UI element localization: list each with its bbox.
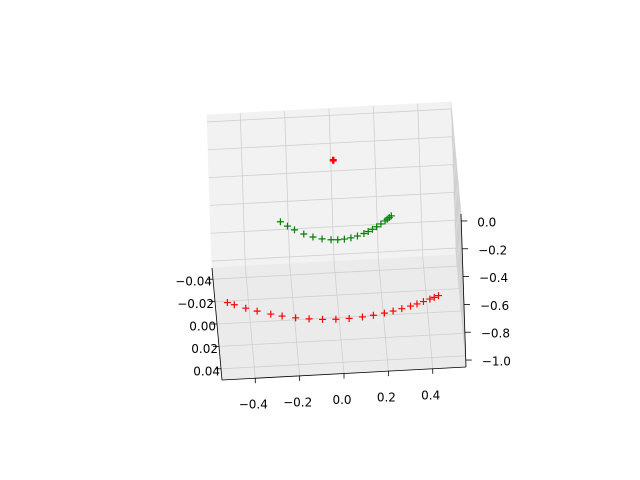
marker — [430, 293, 438, 301]
marker — [291, 226, 299, 234]
grid-line — [239, 113, 246, 267]
marker — [278, 312, 286, 320]
grid-line — [212, 265, 458, 280]
grid-line — [214, 288, 460, 302]
marker — [345, 314, 353, 322]
grid-line — [453, 135, 460, 289]
marker — [435, 292, 443, 300]
grid-line — [417, 103, 424, 257]
marker — [327, 236, 335, 244]
y-tick-label: 0.04 — [193, 364, 220, 378]
grid-line — [455, 157, 462, 312]
grid-line — [452, 164, 464, 277]
y-tick-label: 0.02 — [191, 342, 218, 356]
grid-line — [216, 310, 462, 325]
grid-line — [372, 106, 379, 260]
marker — [329, 156, 337, 164]
marker — [292, 314, 300, 322]
marker — [419, 298, 427, 306]
marker — [406, 302, 414, 310]
y-tick-label: −0.02 — [177, 297, 214, 311]
grid-line — [328, 108, 335, 262]
grid-line — [209, 192, 454, 206]
grid-line — [209, 164, 454, 178]
marker — [319, 315, 327, 323]
marker — [398, 305, 406, 313]
grid-line — [210, 219, 455, 234]
x-tick-label: 0.0 — [332, 393, 351, 407]
x-tick-label: 0.4 — [421, 388, 440, 402]
marker — [309, 233, 317, 241]
marker — [358, 313, 366, 321]
marker — [364, 227, 372, 235]
marker — [377, 220, 385, 228]
marker — [389, 307, 397, 315]
marker — [267, 310, 275, 318]
grid-line — [207, 108, 452, 123]
y-tick-label: 0.00 — [189, 320, 216, 334]
marker — [318, 235, 326, 243]
z-tick-label: −0.4 — [479, 271, 508, 285]
z-tick-label: −0.6 — [480, 299, 509, 313]
marker — [369, 311, 377, 319]
grid-line — [284, 110, 291, 264]
marker — [332, 315, 340, 323]
grid-line — [457, 180, 464, 334]
grid-line — [453, 192, 465, 305]
marker — [300, 230, 308, 238]
z-axis — [460, 213, 467, 368]
z-tick-label: 0.0 — [477, 215, 496, 229]
grid-line — [451, 113, 458, 267]
marker — [360, 230, 368, 238]
marker — [305, 315, 313, 323]
marker — [387, 212, 395, 220]
grid-line — [211, 247, 456, 262]
marker — [223, 299, 231, 307]
marker — [368, 225, 376, 233]
marker — [340, 235, 348, 243]
marker — [253, 307, 261, 315]
marker — [373, 223, 381, 231]
marker — [413, 300, 421, 308]
z-tick-label: −1.0 — [482, 355, 511, 369]
grid-line — [220, 355, 466, 370]
y-tick-label: −0.04 — [175, 275, 212, 289]
marker — [380, 309, 388, 317]
marker — [230, 301, 238, 309]
x-tick-label: 0.2 — [377, 391, 396, 405]
x-tick-label: −0.4 — [239, 398, 268, 412]
marker — [353, 232, 361, 240]
grid-line — [459, 202, 466, 356]
marker — [242, 304, 250, 312]
grid-line — [450, 108, 462, 221]
grid-line — [454, 220, 466, 333]
x-tick-label: −0.2 — [283, 395, 312, 409]
grid-line — [451, 136, 463, 249]
z-tick-label: −0.8 — [481, 327, 510, 341]
grid-line — [208, 136, 453, 151]
marker — [347, 234, 355, 242]
marker — [276, 218, 284, 226]
marker — [334, 236, 342, 244]
grid-line — [218, 333, 464, 347]
z-tick-label: −0.2 — [478, 243, 507, 257]
grid-line — [455, 248, 467, 361]
marker — [426, 295, 434, 303]
marker — [283, 222, 291, 230]
